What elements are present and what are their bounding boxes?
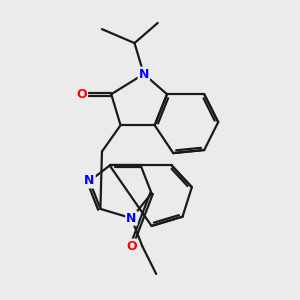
Text: N: N [139, 68, 149, 81]
Text: N: N [84, 175, 95, 188]
Text: O: O [126, 240, 137, 253]
Text: N: N [126, 212, 136, 225]
Text: O: O [76, 88, 87, 101]
